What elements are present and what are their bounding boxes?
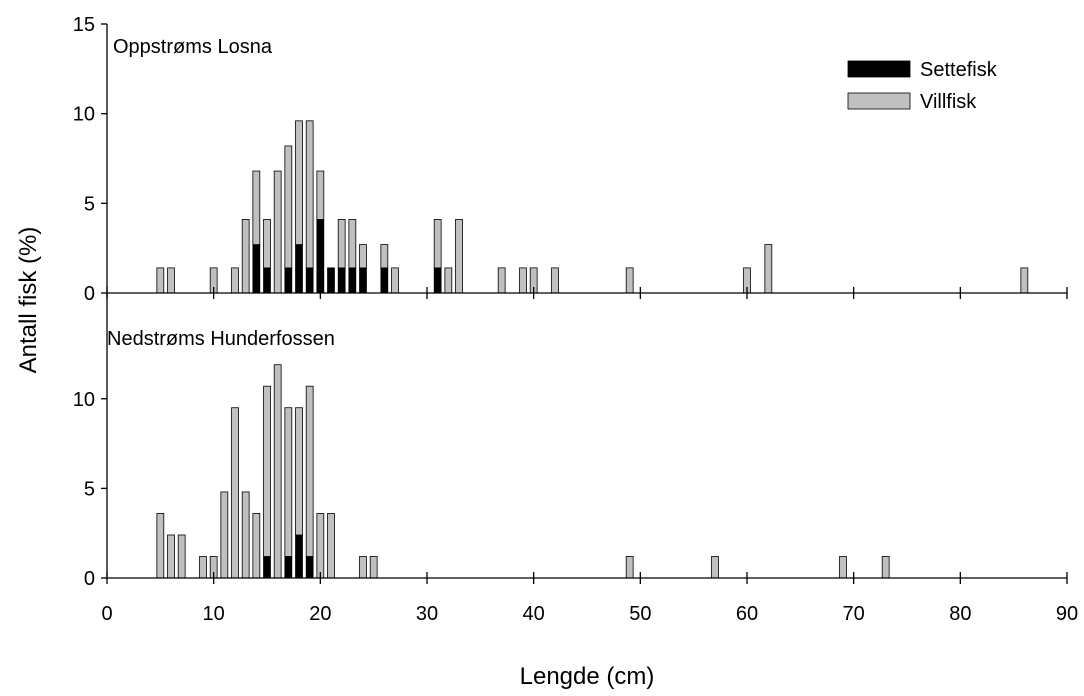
bar: [881, 556, 890, 579]
legend-label: Settefisk: [920, 59, 998, 81]
bar: [177, 534, 186, 579]
bar: [519, 267, 527, 294]
x-tick-label: 20: [309, 603, 331, 625]
bar: [839, 556, 847, 579]
y-tick-label: 10: [73, 389, 95, 411]
bar: [252, 170, 261, 245]
x-axis-label: Lengde (cm): [520, 663, 655, 690]
bar: [167, 267, 175, 294]
x-tick-label: 0: [101, 603, 112, 625]
bar: [625, 556, 634, 579]
bar: [284, 556, 293, 579]
bar: [305, 120, 314, 269]
x-tick-label: 50: [629, 603, 651, 625]
bar: [295, 244, 303, 294]
y-tick-label: 15: [73, 14, 95, 36]
bar: [295, 120, 303, 245]
bar: [1020, 267, 1029, 294]
bar: [369, 556, 378, 579]
bar: [433, 219, 442, 269]
bar: [305, 385, 314, 557]
bar: [391, 267, 399, 294]
bar: [284, 145, 293, 269]
bar: [199, 556, 207, 579]
bar: [220, 491, 229, 579]
bar: [167, 534, 175, 579]
bar: [764, 244, 773, 294]
bar: [305, 556, 314, 579]
bar: [263, 267, 271, 294]
bar: [380, 244, 389, 269]
bar: [263, 556, 271, 579]
bar: [263, 385, 271, 557]
bar: [433, 267, 442, 294]
bar: [156, 267, 165, 294]
bar: [295, 407, 303, 536]
y-axis-label: Antall fisk (%): [15, 227, 42, 374]
bar: [252, 244, 261, 294]
x-tick-label: 80: [949, 603, 971, 625]
bar: [711, 556, 719, 579]
x-tick-label: 60: [736, 603, 758, 625]
bar: [497, 267, 506, 294]
x-tick-label: 70: [843, 603, 865, 625]
legend-swatch: [847, 60, 911, 78]
y-tick-label: 0: [84, 568, 95, 590]
bar: [359, 267, 367, 294]
bar: [316, 219, 325, 294]
bar: [252, 513, 261, 579]
bar: [305, 267, 314, 294]
bar: [455, 219, 463, 294]
bar: [337, 267, 346, 294]
bar: [241, 491, 250, 579]
y-tick-label: 5: [84, 478, 95, 500]
bar: [348, 267, 357, 294]
bar: [156, 513, 165, 579]
y-tick-label: 5: [84, 193, 95, 215]
y-tick-label: 10: [73, 104, 95, 126]
bar: [284, 267, 293, 294]
panel-title: Oppstrøms Losna: [113, 36, 273, 58]
bar: [273, 364, 282, 579]
legend-swatch: [847, 92, 911, 110]
bar: [444, 267, 453, 294]
bar: [380, 267, 389, 294]
x-tick-label: 30: [416, 603, 438, 625]
y-tick-label: 0: [84, 283, 95, 305]
bar: [337, 219, 346, 269]
bar: [327, 513, 335, 579]
bar: [316, 513, 325, 579]
bar: [551, 267, 559, 294]
bar: [295, 534, 303, 579]
bar: [359, 244, 367, 269]
legend-label: Villfisk: [920, 91, 977, 113]
bar: [284, 407, 293, 557]
bar: [359, 556, 367, 579]
bar: [231, 407, 239, 579]
x-tick-label: 90: [1056, 603, 1078, 625]
bar: [327, 267, 335, 294]
bar: [348, 219, 357, 269]
bar: [625, 267, 634, 294]
x-tick-label: 40: [523, 603, 545, 625]
bar: [241, 219, 250, 294]
panel-title: Nedstrøms Hunderfossen: [107, 328, 335, 350]
bar: [316, 170, 325, 220]
x-tick-label: 10: [203, 603, 225, 625]
bar: [273, 170, 282, 294]
bar: [263, 219, 271, 269]
bar: [231, 267, 239, 294]
